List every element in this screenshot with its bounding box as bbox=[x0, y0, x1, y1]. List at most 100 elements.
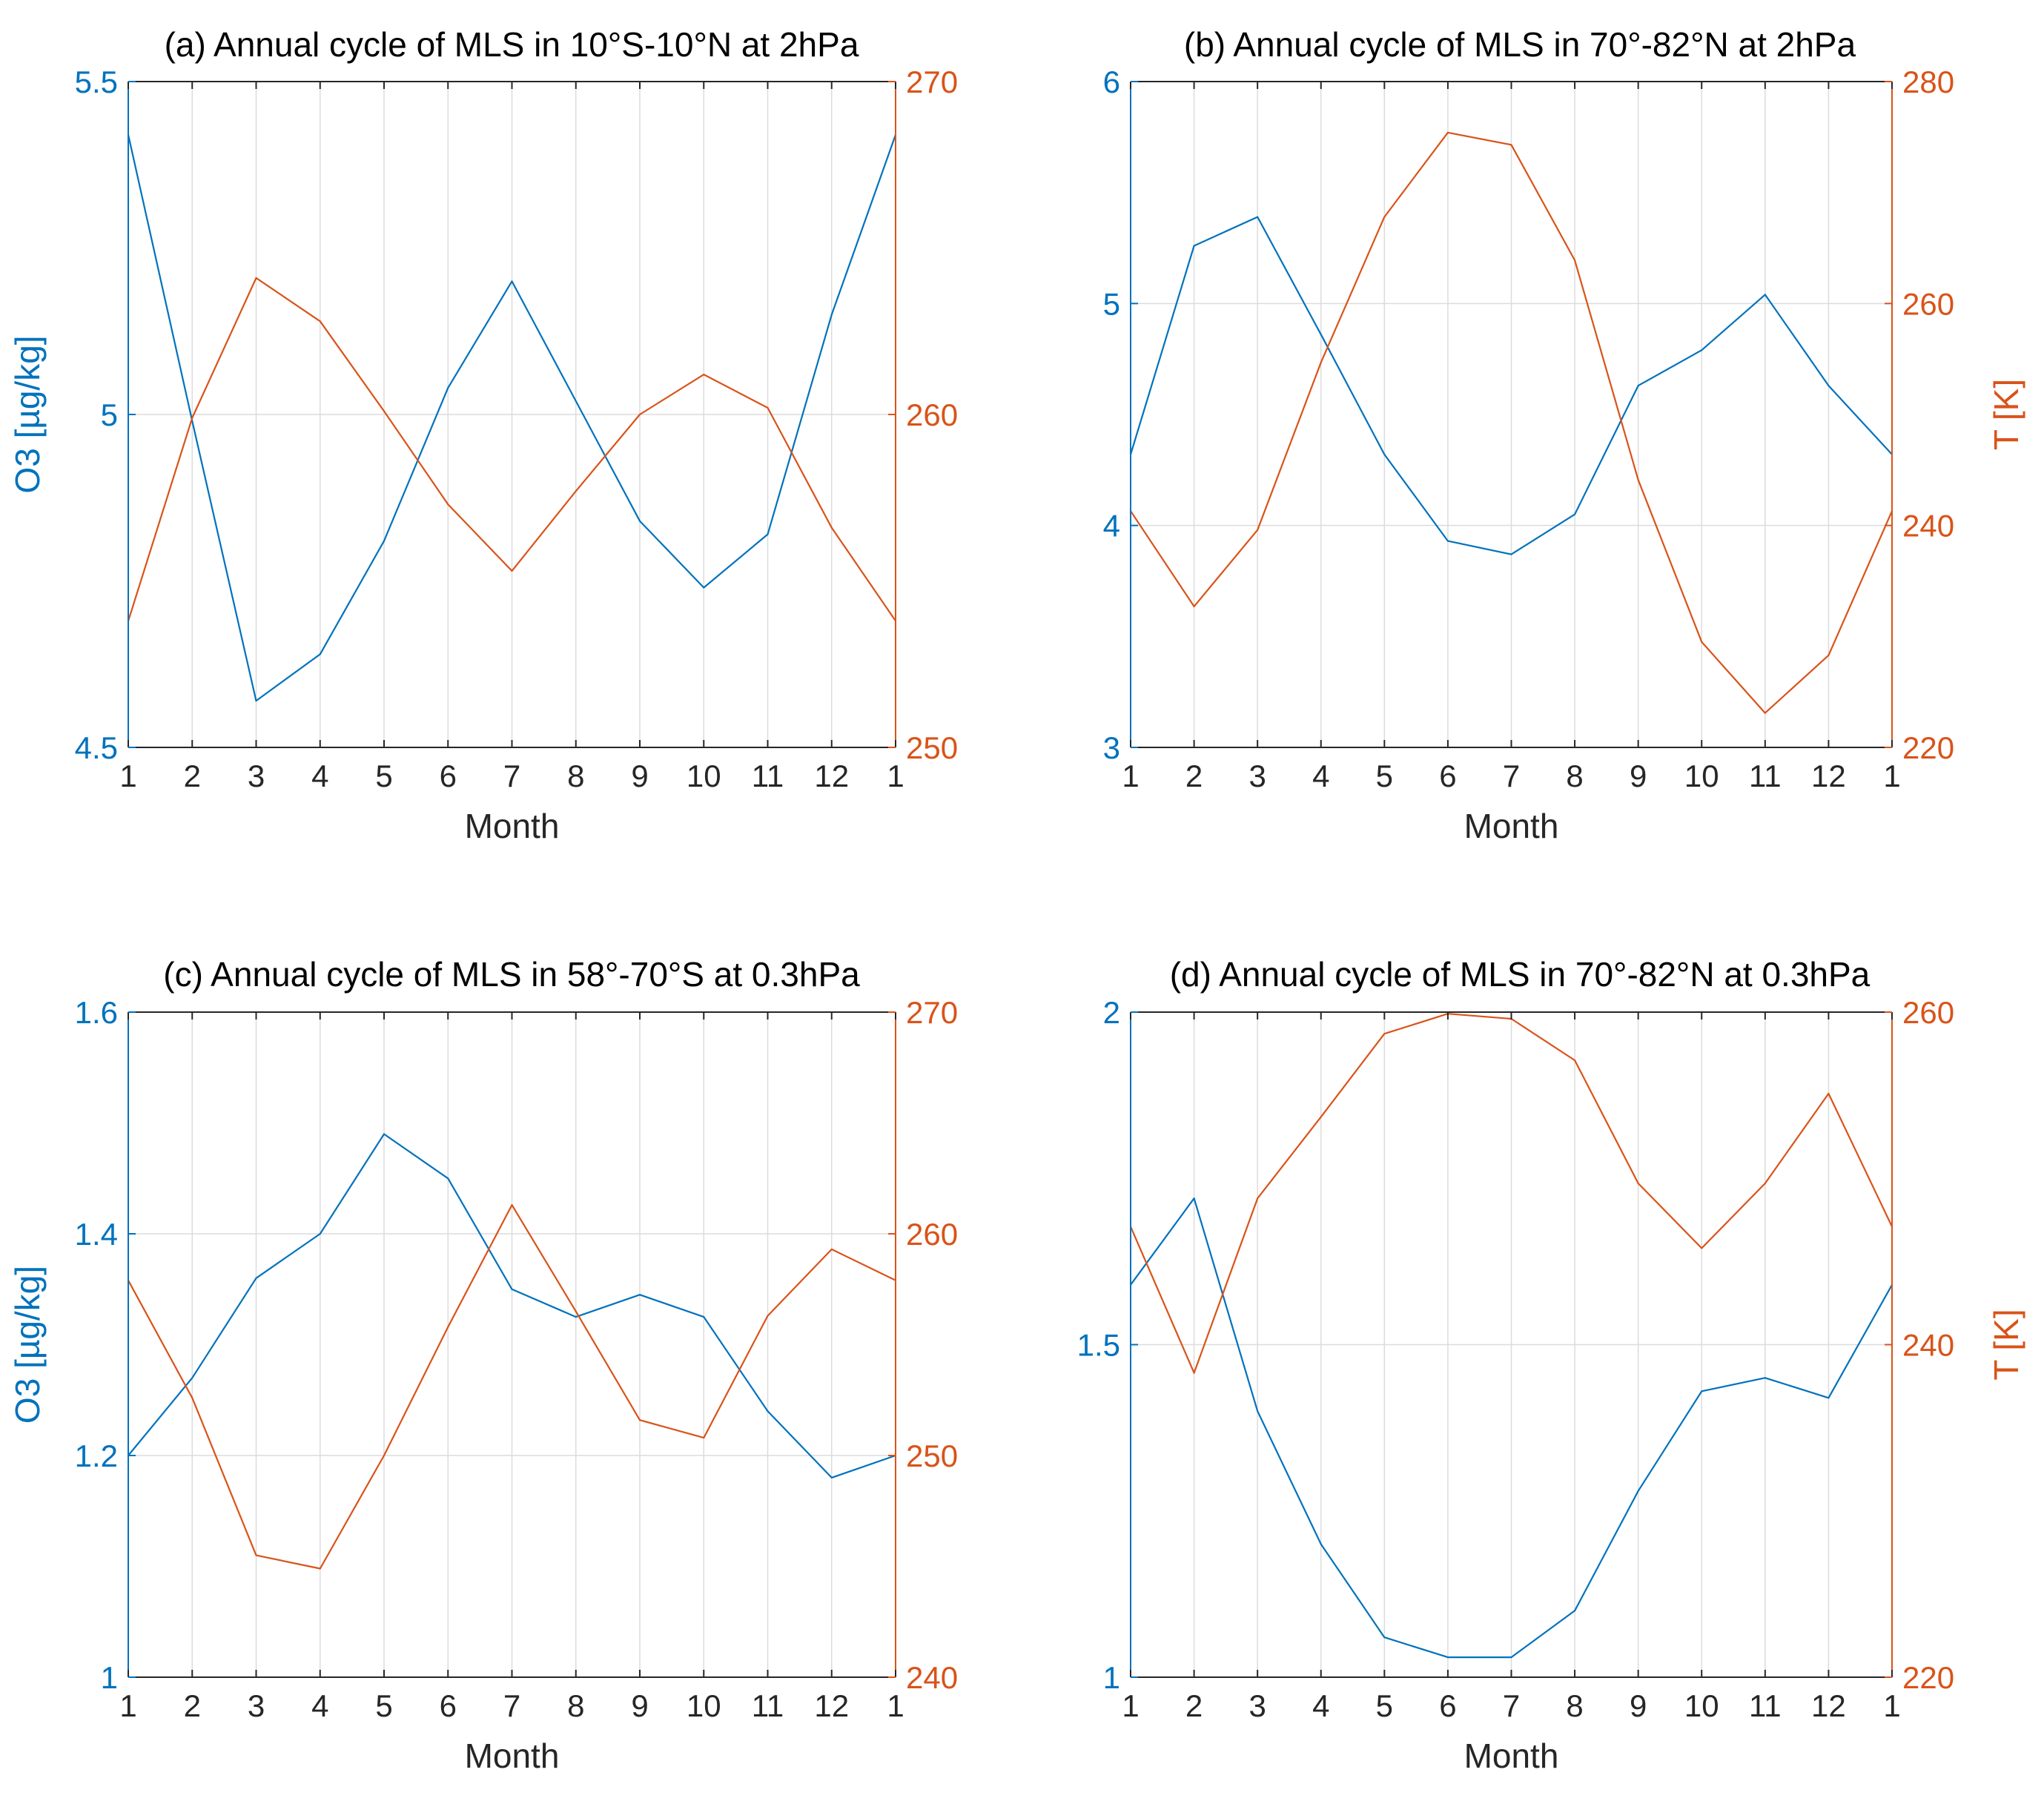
y-tick-label-left: 4.5 bbox=[75, 730, 118, 765]
data-point-o3 bbox=[830, 314, 833, 316]
data-point-t bbox=[638, 413, 641, 416]
x-tick-label: 1 bbox=[1883, 1688, 1900, 1723]
data-point-t bbox=[1828, 654, 1830, 656]
data-point-t bbox=[575, 1310, 577, 1312]
x-axis-label: Month bbox=[465, 807, 560, 845]
y-tick-label-left: 6 bbox=[1103, 65, 1120, 99]
data-point-t bbox=[447, 503, 449, 506]
data-point-t bbox=[1320, 1116, 1322, 1118]
data-point-t bbox=[830, 1248, 833, 1251]
data-point-o3 bbox=[1764, 294, 1766, 296]
x-tick-label: 11 bbox=[752, 759, 784, 793]
panel-c: 1 2 3 4 5 6 7 8 9 10 11 12 111.21.41.6240250260270(c… bbox=[8, 955, 958, 1775]
data-point-o3 bbox=[767, 1410, 769, 1413]
data-point-t bbox=[830, 526, 833, 529]
data-point-o3 bbox=[319, 653, 321, 655]
y-tick-label-left: 1.6 bbox=[75, 995, 118, 1030]
y-tick-label-left: 5 bbox=[1103, 286, 1120, 321]
data-point-t bbox=[767, 406, 769, 409]
data-point-o3 bbox=[191, 1377, 194, 1379]
x-tick-label: 12 bbox=[1811, 1688, 1846, 1723]
data-point-t bbox=[1257, 1197, 1259, 1200]
y-tick-label-left: 2 bbox=[1103, 995, 1120, 1030]
data-point-t bbox=[1320, 361, 1322, 363]
x-tick-label: 1 bbox=[887, 759, 904, 793]
y-tick-label-right: 260 bbox=[906, 1217, 958, 1252]
data-point-o3 bbox=[511, 280, 513, 283]
y-axis-label-right: T [K] bbox=[1987, 1309, 2025, 1380]
x-tick-label: 4 bbox=[1312, 759, 1329, 793]
data-point-o3 bbox=[830, 1476, 833, 1478]
x-tick-label: 6 bbox=[440, 1688, 457, 1723]
data-point-t bbox=[319, 1567, 321, 1570]
data-point-t bbox=[767, 1315, 769, 1317]
x-tick-label: 2 bbox=[184, 759, 201, 793]
y-tick-label-left: 1.4 bbox=[75, 1217, 118, 1252]
y-axis-label-right: T [K] bbox=[1987, 379, 2025, 450]
data-point-t bbox=[1764, 1182, 1766, 1185]
data-point-o3 bbox=[767, 533, 769, 535]
x-tick-label: 12 bbox=[1811, 759, 1846, 793]
data-point-t bbox=[1573, 1059, 1576, 1062]
data-point-t bbox=[638, 1419, 641, 1421]
data-point-o3 bbox=[1446, 1656, 1449, 1659]
y-tick-label-left: 1 bbox=[101, 1660, 118, 1695]
data-point-o3 bbox=[1510, 1656, 1512, 1659]
x-tick-label: 6 bbox=[1439, 759, 1456, 793]
data-point-t bbox=[1257, 529, 1259, 531]
x-tick-label: 8 bbox=[567, 759, 584, 793]
x-tick-label: 3 bbox=[248, 759, 265, 793]
y-tick-label-right: 260 bbox=[1902, 995, 1954, 1030]
y-tick-label-left: 1 bbox=[1103, 1660, 1120, 1695]
data-point-t bbox=[703, 1436, 705, 1439]
data-point-t bbox=[1193, 605, 1195, 608]
data-point-o3 bbox=[1193, 1197, 1195, 1200]
data-point-o3 bbox=[703, 587, 705, 589]
x-tick-label: 12 bbox=[814, 759, 849, 793]
x-tick-label: 8 bbox=[1566, 759, 1583, 793]
x-tick-label: 1 bbox=[1122, 1688, 1139, 1723]
data-point-o3 bbox=[638, 520, 641, 522]
chart-title: (c) Annual cycle of MLS in 58°-70°S at 0… bbox=[163, 955, 860, 994]
data-point-o3 bbox=[383, 1133, 386, 1135]
y-tick-label-left: 3 bbox=[1103, 730, 1120, 765]
x-tick-label: 8 bbox=[567, 1688, 584, 1723]
data-point-o3 bbox=[1573, 513, 1576, 515]
data-point-o3 bbox=[255, 700, 257, 702]
x-tick-label: 8 bbox=[1566, 1688, 1583, 1723]
data-point-t bbox=[255, 1554, 257, 1556]
y-tick-label-right: 260 bbox=[1902, 286, 1954, 321]
x-tick-label: 1 bbox=[119, 759, 136, 793]
x-tick-label: 3 bbox=[248, 1688, 265, 1723]
data-point-t bbox=[575, 490, 577, 492]
x-tick-label: 7 bbox=[1503, 1688, 1520, 1723]
x-axis-label: Month bbox=[465, 1737, 560, 1775]
data-point-o3 bbox=[447, 1177, 449, 1180]
data-point-o3 bbox=[255, 1277, 257, 1279]
y-tick-label-left: 1.2 bbox=[75, 1438, 118, 1473]
x-tick-label: 11 bbox=[1749, 759, 1782, 793]
data-point-t bbox=[1701, 1247, 1703, 1249]
data-point-t bbox=[319, 320, 321, 323]
x-tick-label: 3 bbox=[1248, 759, 1266, 793]
x-tick-label: 1 bbox=[887, 1688, 904, 1723]
y-tick-label-left: 1.5 bbox=[1077, 1328, 1120, 1363]
x-tick-label: 12 bbox=[814, 1688, 849, 1723]
data-point-t bbox=[255, 277, 257, 280]
data-point-t bbox=[447, 1326, 449, 1328]
data-point-o3 bbox=[638, 1294, 641, 1296]
x-tick-label: 6 bbox=[1439, 1688, 1456, 1723]
data-point-t bbox=[383, 410, 386, 412]
data-point-t bbox=[383, 1454, 386, 1457]
y-tick-label-left: 4 bbox=[1103, 509, 1120, 543]
data-point-o3 bbox=[1257, 216, 1259, 218]
chart-title: (d) Annual cycle of MLS in 70°-82°N at 0… bbox=[1170, 955, 1871, 994]
data-point-t bbox=[1764, 712, 1766, 714]
data-point-t bbox=[191, 1397, 194, 1399]
x-tick-label: 10 bbox=[1684, 1688, 1719, 1723]
data-point-o3 bbox=[1701, 349, 1703, 351]
